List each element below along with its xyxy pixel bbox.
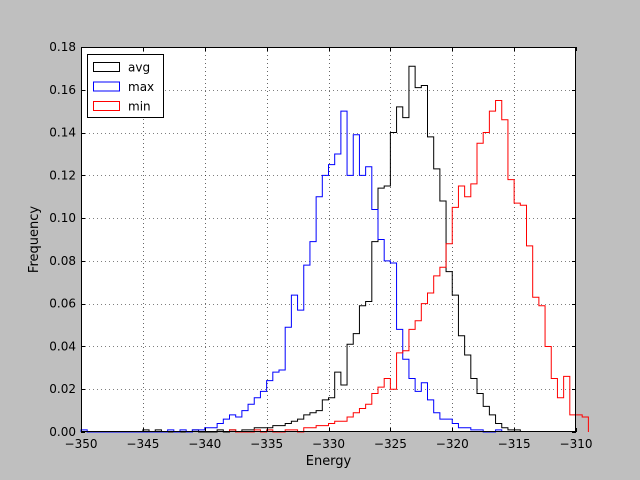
x-tick-label: −335	[250, 437, 283, 451]
y-tick-label: 0.12	[49, 168, 76, 182]
y-axis-label: Frequency	[27, 206, 42, 273]
y-tick-label: 0.16	[49, 83, 76, 97]
x-axis-label: Energy	[306, 454, 352, 469]
x-tick-label: −325	[374, 437, 407, 451]
x-tick-label: −345	[126, 437, 159, 451]
series-avg-step	[142, 65, 521, 433]
y-tick-label: 0.04	[49, 339, 76, 353]
legend-swatch-min	[93, 101, 120, 111]
y-tick-label: 0.00	[49, 425, 76, 439]
y-tick-label: 0.02	[49, 382, 76, 396]
x-tick-label: −310	[560, 437, 593, 451]
y-tick-label: 0.08	[49, 254, 76, 268]
plot-frame	[81, 47, 576, 432]
legend-label-max: max	[128, 80, 154, 94]
x-tick-label: −340	[188, 437, 221, 451]
x-tick-label: −315	[498, 437, 531, 451]
legend-label-min: min	[128, 100, 151, 114]
x-tick-label: −330	[312, 437, 345, 451]
legend-swatch-avg	[93, 62, 120, 72]
y-tick-label: 0.14	[49, 126, 76, 140]
axis-ticks	[81, 47, 577, 433]
series-min-step	[229, 99, 589, 433]
y-tick-label: 0.18	[49, 40, 76, 54]
x-tick-label: −350	[65, 437, 98, 451]
legend-box	[87, 54, 164, 118]
x-tick-label: −320	[436, 437, 469, 451]
y-tick-label: 0.06	[49, 297, 76, 311]
grid-lines	[81, 47, 576, 432]
legend-label-avg: avg	[128, 61, 150, 75]
axis-tick-labels: −350 −345 −340 −335 −330 −325 −320 −315 −310 0.00…	[49, 40, 592, 451]
legend: avg max min	[87, 54, 164, 118]
y-tick-label: 0.10	[49, 211, 76, 225]
legend-swatch-max	[93, 81, 120, 92]
